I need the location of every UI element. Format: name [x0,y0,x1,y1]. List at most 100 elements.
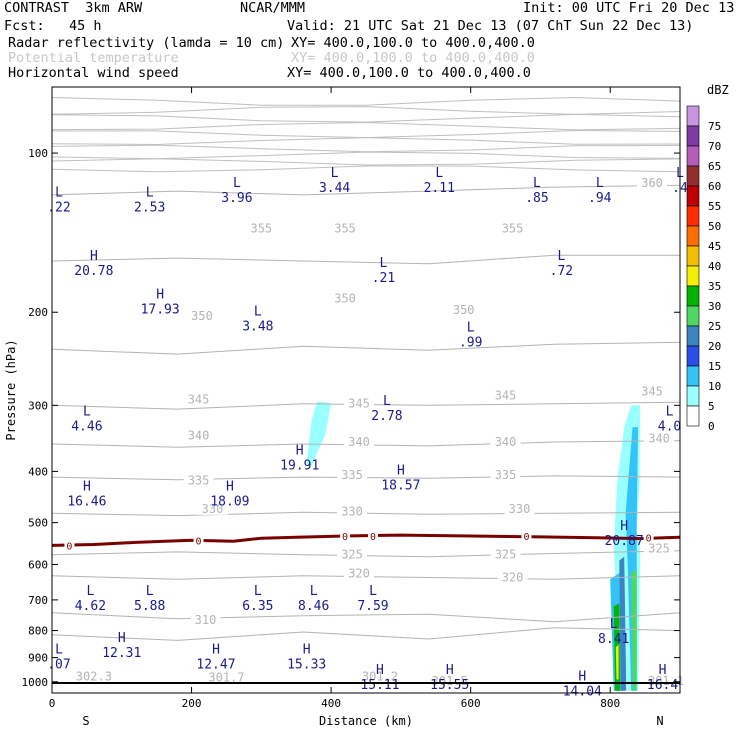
wind-extremum-value: .72 [550,264,573,279]
wind-extremum-type: L [380,256,388,271]
colorbar-swatch [686,345,700,367]
plot-frame [51,86,681,694]
theta-contour-line [51,113,681,123]
y-tick-label: 300 [28,399,48,412]
wind-extremum-type: L [557,249,565,264]
theta-contour-line [51,612,681,623]
x-tick-label: 800 [600,697,620,710]
zero-isotherm-line [51,533,681,547]
theta-label-bg [637,385,668,398]
theta-label: 301.1 [648,674,684,688]
wind-extremum-value: 4.62 [75,599,106,614]
colorbar-label: 50 [708,220,721,233]
colorbar-label: 30 [708,300,721,313]
wind-extremum-value: 20.78 [74,264,113,279]
zero-label-bg [340,530,351,542]
wind-extremum-type: H [376,663,384,678]
wind-extremum-value: 16.46 [67,494,106,509]
wind-extremum-value: 3.44 [319,181,350,196]
y-tick-label: 100 [28,147,48,160]
theta-label-bg [78,670,109,683]
theta-contour-line [51,121,681,131]
theta-contours-layer: 355 355 355 360 350 350 350 345 345 345 345 340 340 3… [51,96,684,688]
zero-isotherm-label: 0 [342,532,348,543]
wind-extremum-type: L [596,176,604,191]
theta-contour-line [51,144,681,153]
colorbar-label: 15 [708,360,721,373]
theta-label-bg [190,613,221,626]
center-label: NCAR/MMM [240,0,306,16]
theta-contour-line [51,341,681,355]
theta-label: 320 [348,567,370,581]
y-tick-label: 200 [28,306,48,319]
colorbar-label: 45 [708,240,721,253]
colorbar-label: 60 [708,180,721,193]
colorbar-label: 55 [708,200,721,213]
zero-isotherm-label: 0 [196,536,202,547]
theta-label-bg [364,670,395,683]
theta-label: 340 [648,432,670,446]
wind-extremum-value: 5.88 [134,599,165,614]
wind-extremum-value: .07 [47,657,70,672]
wind-extremum-value: .22 [47,200,70,215]
wind-extremum-type: H [578,670,586,685]
wind-extremum-type: L [331,166,339,181]
colorbar-label: 35 [708,280,721,293]
theta-label-bg [246,222,277,235]
colorbar-label: 65 [708,160,721,173]
zero-isotherm-label: 0 [66,541,72,552]
wind-extremum-type: L [467,320,475,335]
theta-contour-line [51,184,681,196]
x-tick-label: 400 [321,697,341,710]
theta-label: 302.3 [76,669,112,683]
theta-contour-line [51,151,681,160]
x-tick-label: 0 [49,697,56,710]
colorbar-label: 25 [708,320,721,333]
y-axis-title: Pressure (hPa) [4,339,18,440]
wind-extremum-value: 19.91 [280,459,319,474]
wind-extremum-type: L [369,584,377,599]
theta-label-bg [183,429,214,442]
theta-label-bg [337,469,368,482]
theta-label: 350 [453,303,475,317]
x-axis-title: Distance (km) [319,714,413,728]
wind-extremum-type: L [435,166,443,181]
wind-extremum-type: H [83,479,91,494]
theta-contour-line [51,129,681,139]
y-tick-label: 600 [28,558,48,571]
theta-label: 335 [495,468,517,482]
colorbar-swatch [686,125,700,147]
theta-label-bg [187,309,218,322]
valid-time: Valid: 21 UTC Sat 21 Dec 13 (07 ChT Sun … [287,18,694,34]
theta-label-bg [344,435,375,448]
init-time: Init: 00 UTC Fri 20 Dec 13 [523,0,735,16]
colorbar-swatch [686,265,700,287]
theta-label: 350 [191,309,213,323]
wind-extremum-type: H [90,249,98,264]
theta-label-bg [644,432,675,445]
zero-isotherm-label: 0 [646,534,652,545]
wind-extremum-value: 2.78 [371,409,402,424]
theta-label: 355 [502,221,524,235]
theta-label-bg [330,292,361,305]
theta-label-bg [490,469,521,482]
wind-extremum-value: 7.59 [357,599,388,614]
theta-label-bg [490,435,521,448]
zero-label-bg [643,531,654,543]
wind-extremum-value: 6.35 [242,599,273,614]
y-tick-label: 400 [28,465,48,478]
wind-extremum-type: H [226,479,234,494]
theta-label-bg [183,393,214,406]
colorbar-label: 75 [708,120,721,133]
forecast-hour: Fcst: 45 h [4,18,102,34]
wind-extremum-type: L [83,405,91,420]
theta-label: 350 [334,291,356,305]
wind-extremum-value: 4.0 [658,420,681,435]
colorbar-swatch [686,165,700,187]
y-tick-label: 900 [28,652,48,665]
theta-label: 330 [509,502,531,516]
wind-extremum-value: .94 [588,191,612,206]
theta-label-bg [330,222,361,235]
zero-isotherm-label: 0 [370,532,376,543]
